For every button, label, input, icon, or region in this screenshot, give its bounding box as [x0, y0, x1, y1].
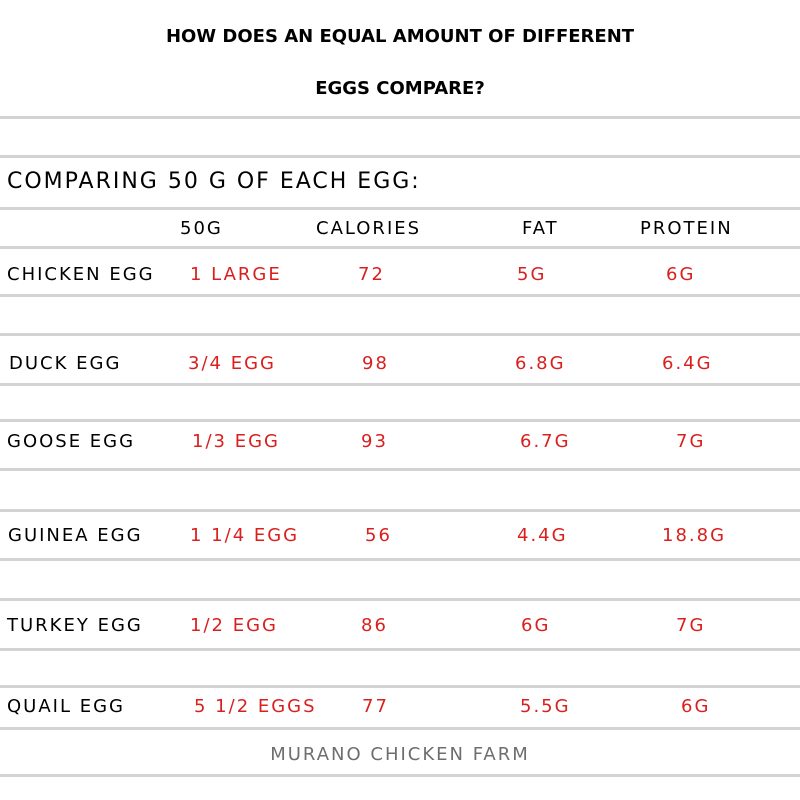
cell-protein-guinea: 18.8G: [662, 525, 727, 546]
row-label-turkey: TURKEY EGG: [7, 615, 143, 636]
row-label-goose: GOOSE EGG: [7, 431, 136, 452]
row-label-chicken: CHICKEN EGG: [7, 264, 155, 285]
cell-calories-duck: 98: [362, 353, 389, 374]
page-title-line-1: HOW DOES AN EQUAL AMOUNT OF DIFFERENT: [165, 26, 635, 47]
rule-line: [0, 333, 800, 336]
rule-line: [0, 468, 800, 471]
rule-line: [0, 207, 800, 210]
cell-fat-goose: 6.7G: [520, 431, 571, 452]
row-label-quail: QUAIL EGG: [7, 696, 125, 717]
cell-calories-guinea: 56: [365, 525, 392, 546]
cell-protein-quail: 6G: [681, 696, 711, 717]
cell-amount-turkey: 1/2 EGG: [190, 615, 278, 636]
cell-protein-turkey: 7G: [676, 615, 706, 636]
rule-line: [0, 246, 800, 249]
rule-line: [0, 383, 800, 386]
cell-protein-chicken: 6G: [666, 264, 696, 285]
rule-line: [0, 294, 800, 297]
header-fat: FAT: [522, 218, 559, 239]
row-label-guinea: GUINEA EGG: [8, 525, 143, 546]
cell-amount-guinea: 1 1/4 EGG: [190, 525, 300, 546]
rule-line: [0, 509, 800, 512]
footer-farm-name: MURANO CHICKEN FARM: [270, 744, 530, 765]
header-calories: CALORIES: [316, 218, 422, 239]
cell-calories-goose: 93: [361, 431, 388, 452]
cell-amount-goose: 1/3 EGG: [192, 431, 280, 452]
rule-line: [0, 727, 800, 730]
cell-protein-goose: 7G: [676, 431, 706, 452]
rule-line: [0, 419, 800, 422]
rule-line: [0, 648, 800, 651]
cell-protein-duck: 6.4G: [662, 353, 713, 374]
rule-line: [0, 685, 800, 688]
cell-fat-quail: 5.5G: [520, 696, 571, 717]
cell-amount-duck: 3/4 EGG: [188, 353, 276, 374]
rule-line: [0, 598, 800, 601]
header-protein: PROTEIN: [640, 218, 733, 239]
rule-line: [0, 116, 800, 119]
cell-calories-turkey: 86: [361, 615, 388, 636]
cell-calories-chicken: 72: [358, 264, 385, 285]
cell-amount-chicken: 1 LARGE: [190, 264, 282, 285]
cell-fat-guinea: 4.4G: [517, 525, 568, 546]
cell-calories-quail: 77: [362, 696, 389, 717]
cell-fat-chicken: 5G: [517, 264, 547, 285]
rule-line: [0, 558, 800, 561]
cell-fat-turkey: 6G: [521, 615, 551, 636]
row-label-duck: DUCK EGG: [9, 353, 122, 374]
header-amount: 50G: [180, 218, 223, 239]
subtitle: COMPARING 50 G OF EACH EGG:: [7, 169, 421, 194]
rule-line: [0, 774, 800, 777]
cell-fat-duck: 6.8G: [515, 353, 566, 374]
rule-line: [0, 155, 800, 158]
page-title-line-2: EGGS COMPARE?: [315, 78, 485, 99]
cell-amount-quail: 5 1/2 EGGS: [194, 696, 317, 717]
